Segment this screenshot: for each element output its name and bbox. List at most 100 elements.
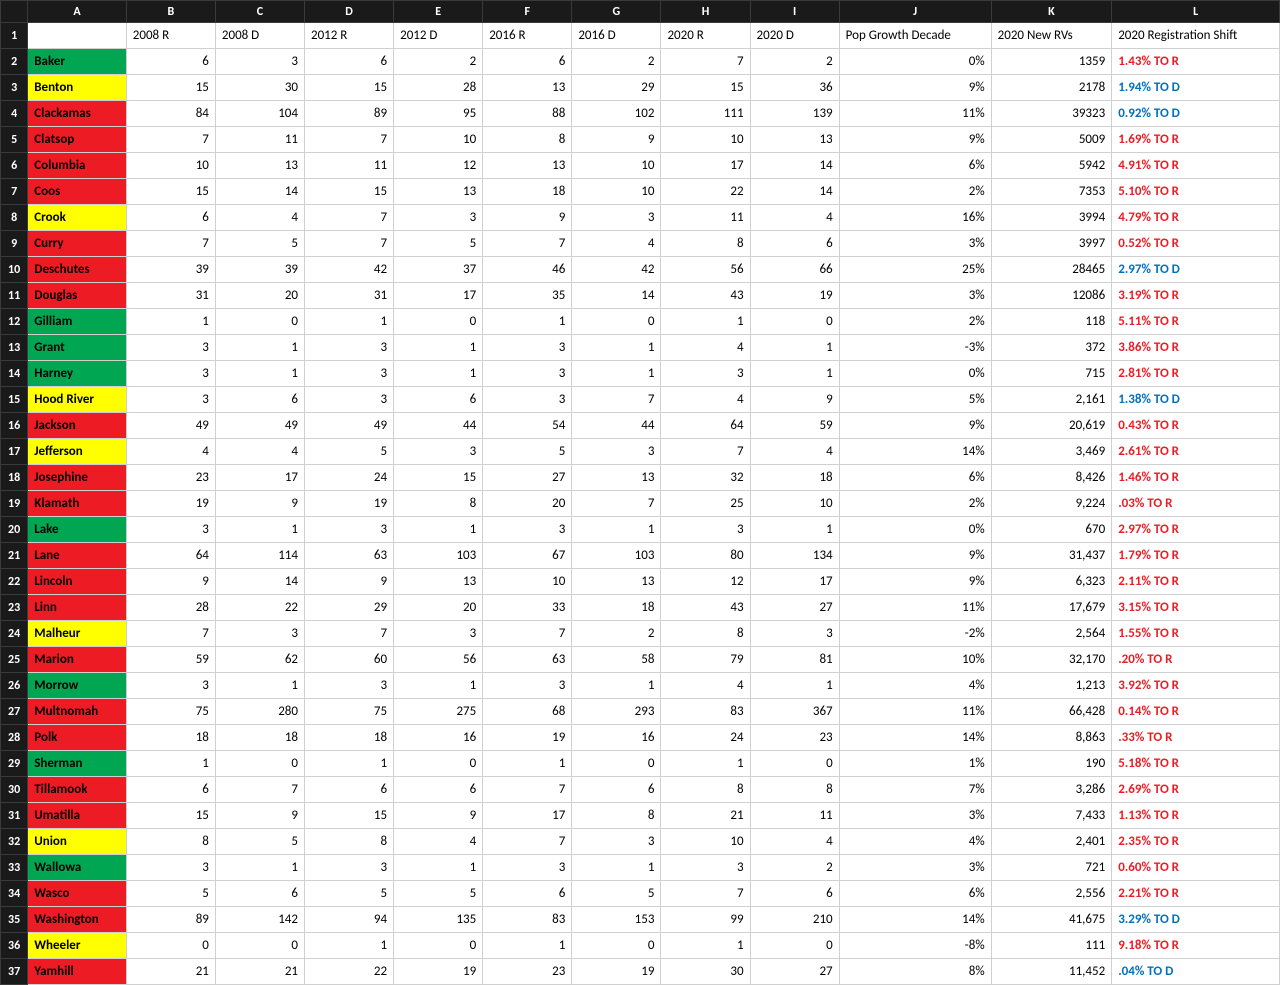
county-cell[interactable]: Benton bbox=[28, 75, 127, 101]
field-header[interactable]: 2020 Registration Shift bbox=[1112, 23, 1280, 49]
data-cell[interactable]: 3 bbox=[483, 673, 572, 699]
data-cell[interactable]: 43 bbox=[661, 283, 750, 309]
data-cell[interactable]: 4 bbox=[661, 673, 750, 699]
data-cell[interactable]: 23 bbox=[483, 959, 572, 985]
data-cell[interactable]: 63 bbox=[483, 647, 572, 673]
data-cell[interactable]: 7 bbox=[126, 127, 215, 153]
data-cell[interactable]: 27 bbox=[750, 959, 839, 985]
data-cell[interactable]: 1 bbox=[572, 517, 661, 543]
data-cell[interactable]: 3 bbox=[661, 855, 750, 881]
data-cell[interactable]: 8 bbox=[661, 231, 750, 257]
data-cell[interactable]: 4% bbox=[839, 673, 991, 699]
data-cell[interactable]: 11% bbox=[839, 595, 991, 621]
county-cell[interactable]: Wheeler bbox=[28, 933, 127, 959]
data-cell[interactable]: 18 bbox=[750, 465, 839, 491]
data-cell[interactable]: 0 bbox=[394, 933, 483, 959]
data-cell[interactable]: 12086 bbox=[991, 283, 1112, 309]
data-cell[interactable]: 7 bbox=[305, 231, 394, 257]
row-header-24[interactable]: 24 bbox=[1, 621, 28, 647]
data-cell[interactable]: 59 bbox=[126, 647, 215, 673]
data-cell[interactable]: 3 bbox=[483, 517, 572, 543]
county-cell[interactable]: Wasco bbox=[28, 881, 127, 907]
registration-shift-cell[interactable]: 1.55% TO R bbox=[1112, 621, 1280, 647]
data-cell[interactable]: 9% bbox=[839, 569, 991, 595]
data-cell[interactable]: 23 bbox=[126, 465, 215, 491]
data-cell[interactable]: 13 bbox=[394, 569, 483, 595]
data-cell[interactable]: 81 bbox=[750, 647, 839, 673]
data-cell[interactable]: 7 bbox=[661, 439, 750, 465]
data-cell[interactable]: 84 bbox=[126, 101, 215, 127]
data-cell[interactable]: 28 bbox=[126, 595, 215, 621]
row-header-29[interactable]: 29 bbox=[1, 751, 28, 777]
data-cell[interactable]: 3 bbox=[305, 387, 394, 413]
data-cell[interactable]: 20,619 bbox=[991, 413, 1112, 439]
data-cell[interactable]: 2,401 bbox=[991, 829, 1112, 855]
data-cell[interactable]: 17 bbox=[750, 569, 839, 595]
county-cell[interactable]: Tillamook bbox=[28, 777, 127, 803]
data-cell[interactable]: 3 bbox=[572, 439, 661, 465]
row-header-10[interactable]: 10 bbox=[1, 257, 28, 283]
field-header[interactable]: 2016 R bbox=[483, 23, 572, 49]
data-cell[interactable]: 18 bbox=[572, 595, 661, 621]
data-cell[interactable]: 15 bbox=[661, 75, 750, 101]
data-cell[interactable]: 6 bbox=[750, 231, 839, 257]
data-cell[interactable]: 14% bbox=[839, 725, 991, 751]
data-cell[interactable]: 4 bbox=[215, 439, 304, 465]
registration-shift-cell[interactable]: 2.69% TO R bbox=[1112, 777, 1280, 803]
registration-shift-cell[interactable]: 5.11% TO R bbox=[1112, 309, 1280, 335]
data-cell[interactable]: 3994 bbox=[991, 205, 1112, 231]
data-cell[interactable]: 56 bbox=[394, 647, 483, 673]
county-cell[interactable]: Clackamas bbox=[28, 101, 127, 127]
registration-shift-cell[interactable]: 3.29% TO D bbox=[1112, 907, 1280, 933]
data-cell[interactable]: 14 bbox=[750, 179, 839, 205]
data-cell[interactable]: -2% bbox=[839, 621, 991, 647]
data-cell[interactable]: 721 bbox=[991, 855, 1112, 881]
registration-shift-cell[interactable]: .33% TO R bbox=[1112, 725, 1280, 751]
data-cell[interactable]: 36 bbox=[750, 75, 839, 101]
row-header-19[interactable]: 19 bbox=[1, 491, 28, 517]
county-cell[interactable]: Harney bbox=[28, 361, 127, 387]
row-header-27[interactable]: 27 bbox=[1, 699, 28, 725]
data-cell[interactable]: 0 bbox=[215, 933, 304, 959]
data-cell[interactable]: 6 bbox=[394, 387, 483, 413]
data-cell[interactable]: 75 bbox=[126, 699, 215, 725]
data-cell[interactable]: 7% bbox=[839, 777, 991, 803]
data-cell[interactable]: 0% bbox=[839, 361, 991, 387]
row-header-3[interactable]: 3 bbox=[1, 75, 28, 101]
row-header-1[interactable]: 1 bbox=[1, 23, 28, 49]
data-cell[interactable]: 4 bbox=[661, 335, 750, 361]
data-cell[interactable]: 6% bbox=[839, 881, 991, 907]
data-cell[interactable]: 0% bbox=[839, 49, 991, 75]
data-cell[interactable]: 31 bbox=[126, 283, 215, 309]
col-header-C[interactable]: C bbox=[215, 1, 304, 23]
data-cell[interactable]: 68 bbox=[483, 699, 572, 725]
data-cell[interactable]: 1 bbox=[661, 751, 750, 777]
data-cell[interactable]: 2,564 bbox=[991, 621, 1112, 647]
data-cell[interactable]: 0 bbox=[572, 309, 661, 335]
data-cell[interactable]: 5 bbox=[305, 881, 394, 907]
county-cell[interactable]: Grant bbox=[28, 335, 127, 361]
data-cell[interactable]: 9 bbox=[215, 803, 304, 829]
data-cell[interactable]: 31,437 bbox=[991, 543, 1112, 569]
data-cell[interactable]: 3 bbox=[661, 361, 750, 387]
data-cell[interactable]: 14 bbox=[572, 283, 661, 309]
data-cell[interactable]: 6 bbox=[126, 49, 215, 75]
data-cell[interactable]: 8 bbox=[126, 829, 215, 855]
data-cell[interactable]: 20 bbox=[483, 491, 572, 517]
data-cell[interactable]: 1 bbox=[750, 361, 839, 387]
data-cell[interactable]: 6% bbox=[839, 465, 991, 491]
data-cell[interactable]: 1 bbox=[483, 751, 572, 777]
row-header-9[interactable]: 9 bbox=[1, 231, 28, 257]
data-cell[interactable]: 372 bbox=[991, 335, 1112, 361]
county-cell[interactable]: Yamhill bbox=[28, 959, 127, 985]
registration-shift-cell[interactable]: 2.11% TO R bbox=[1112, 569, 1280, 595]
data-cell[interactable]: 14 bbox=[215, 569, 304, 595]
data-cell[interactable]: 22 bbox=[661, 179, 750, 205]
county-cell[interactable]: Columbia bbox=[28, 153, 127, 179]
col-header-E[interactable]: E bbox=[394, 1, 483, 23]
county-cell[interactable]: Union bbox=[28, 829, 127, 855]
data-cell[interactable]: 3% bbox=[839, 803, 991, 829]
data-cell[interactable]: 7 bbox=[483, 231, 572, 257]
data-cell[interactable]: 30 bbox=[661, 959, 750, 985]
field-header[interactable]: 2020 New RVs bbox=[991, 23, 1112, 49]
